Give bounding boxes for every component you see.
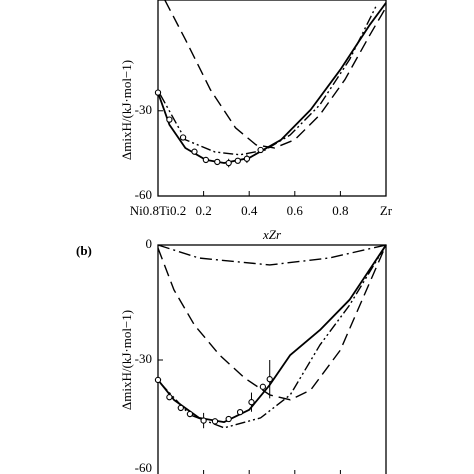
curve xyxy=(157,244,387,423)
data-point xyxy=(225,159,232,167)
y-tick-label: 0 xyxy=(146,236,153,251)
x-tick-label: Zr xyxy=(380,203,393,218)
data-point xyxy=(248,399,255,406)
y-axis-label: ΔmixH/(kJ·mol−1) xyxy=(119,60,134,160)
curve xyxy=(157,244,387,266)
curve xyxy=(159,4,378,156)
data-point xyxy=(202,156,210,164)
x-tick-label: 0.4 xyxy=(241,203,258,218)
data-point xyxy=(186,410,194,418)
data-point xyxy=(214,158,221,166)
data-point xyxy=(200,417,207,424)
data-point xyxy=(225,415,232,423)
curve xyxy=(159,244,387,429)
data-point xyxy=(191,148,198,155)
panel-label: (b) xyxy=(76,243,92,258)
data-point xyxy=(234,157,241,164)
y-tick-label: -60 xyxy=(135,187,152,202)
y-tick-label: -30 xyxy=(135,351,152,366)
data-point xyxy=(257,146,264,154)
x-tick-label: 0.6 xyxy=(287,203,304,218)
x-tick-label: 0.2 xyxy=(195,203,211,218)
data-point xyxy=(236,408,244,416)
data-point xyxy=(266,376,273,383)
curve xyxy=(157,244,387,401)
y-tick-label: -60 xyxy=(135,460,152,474)
plot-frame xyxy=(157,0,387,197)
plot-frame xyxy=(157,244,387,474)
x-tick-label: Ni0.8Ti0.2 xyxy=(130,203,187,218)
data-point xyxy=(154,376,162,384)
data-point xyxy=(154,89,162,96)
data-point xyxy=(177,404,184,412)
data-point xyxy=(259,383,267,390)
x-axis-label: xZr xyxy=(262,227,282,242)
data-point xyxy=(179,134,187,141)
data-point xyxy=(211,418,219,425)
x-tick-label: 0.8 xyxy=(332,203,348,218)
data-point xyxy=(166,116,173,123)
y-tick-label: -30 xyxy=(135,102,152,117)
data-point xyxy=(243,155,251,162)
data-point xyxy=(166,394,173,401)
curve xyxy=(164,0,387,149)
curve xyxy=(157,2,387,164)
y-axis-label: ΔmixH/(kJ·mol−1) xyxy=(119,310,134,410)
